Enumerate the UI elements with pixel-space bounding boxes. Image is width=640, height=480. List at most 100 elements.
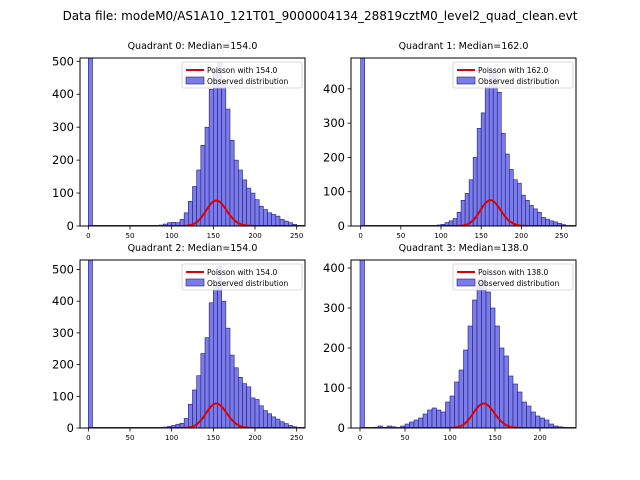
histogram-bar bbox=[504, 153, 510, 226]
histogram-bar bbox=[242, 179, 247, 226]
histogram-bar bbox=[88, 58, 93, 226]
x-tick-label: 150 bbox=[207, 232, 220, 240]
histogram-bar bbox=[233, 367, 239, 428]
histogram-bar bbox=[530, 411, 536, 428]
y-tick-label: 0 bbox=[67, 421, 74, 435]
histogram-bar bbox=[517, 391, 523, 428]
x-tick-label: 200 bbox=[248, 232, 261, 240]
histogram-bar bbox=[535, 415, 541, 428]
y-tick-label: 100 bbox=[52, 389, 74, 403]
histogram-bar bbox=[521, 401, 527, 428]
histogram-bar bbox=[503, 355, 509, 428]
histogram-bar bbox=[467, 325, 473, 428]
x-tick-label: 50 bbox=[126, 434, 135, 442]
y-tick-label: 300 bbox=[52, 326, 74, 340]
histogram-bar bbox=[233, 159, 239, 226]
axes-frame bbox=[350, 57, 577, 227]
histogram-bar bbox=[464, 193, 470, 226]
x-tick-label: 250 bbox=[290, 232, 303, 240]
histogram-bar bbox=[246, 386, 252, 428]
histogram-bar bbox=[539, 417, 545, 428]
histogram-bar bbox=[512, 383, 518, 428]
histogram-bar bbox=[229, 140, 235, 226]
x-tick-label: 0 bbox=[358, 232, 362, 240]
y-tick-label: 300 bbox=[323, 301, 345, 315]
figure-suptitle: Data file: modeM0/AS1A10_121T01_90000041… bbox=[63, 9, 578, 23]
histogram-bar bbox=[275, 418, 281, 428]
histogram-bar bbox=[275, 215, 281, 226]
y-tick-label: 100 bbox=[323, 381, 345, 395]
histogram-bar bbox=[183, 212, 189, 226]
y-tick-label: 400 bbox=[52, 87, 74, 101]
panel-title: Quadrant 2: Median=154.0 bbox=[128, 243, 258, 254]
histogram-bar bbox=[271, 416, 277, 428]
histogram-bar bbox=[458, 369, 464, 428]
histogram-bar bbox=[213, 70, 218, 226]
histogram-bar bbox=[267, 413, 272, 428]
histogram-bar bbox=[188, 403, 193, 428]
panel-0: 0 100 200 300 400 500 0 50 100 150 200 250 Quadrant … bbox=[52, 41, 306, 240]
histogram-bar bbox=[452, 218, 458, 226]
histogram-bar bbox=[526, 405, 532, 428]
poisson-fit-line bbox=[360, 402, 576, 428]
y-tick-label: 100 bbox=[323, 185, 345, 199]
x-tick-label: 200 bbox=[533, 434, 546, 442]
histogram-bar bbox=[250, 192, 256, 226]
histogram-bar bbox=[484, 86, 490, 226]
x-tick-label: 100 bbox=[165, 232, 178, 240]
histogram-bar bbox=[254, 199, 260, 226]
histogram-bar bbox=[271, 214, 277, 226]
histogram-bar bbox=[267, 212, 272, 226]
histogram-bar bbox=[263, 209, 268, 226]
x-tick-label: 50 bbox=[126, 232, 135, 240]
y-tick-label: 200 bbox=[323, 341, 345, 355]
y-tick-label: 200 bbox=[52, 153, 74, 167]
histogram-bar bbox=[418, 417, 424, 428]
histogram-bar bbox=[449, 395, 455, 428]
y-tick-label: 400 bbox=[52, 294, 74, 308]
poisson-fit-line bbox=[360, 199, 576, 226]
histogram-bar bbox=[509, 169, 514, 226]
legend-poisson-label: Poisson with 138.0 bbox=[478, 268, 548, 277]
histogram-bar bbox=[360, 58, 365, 226]
histogram-bar bbox=[183, 418, 189, 428]
x-tick-label: 50 bbox=[401, 434, 410, 442]
x-tick-label: 150 bbox=[474, 232, 487, 240]
histogram-bar bbox=[422, 413, 428, 428]
histogram-bar bbox=[544, 419, 550, 428]
histogram-bar bbox=[258, 405, 264, 428]
y-tick-label: 300 bbox=[52, 120, 74, 134]
panel-title: Quadrant 1: Median=162.0 bbox=[399, 41, 529, 52]
histogram-bar bbox=[525, 199, 530, 226]
histogram-bar bbox=[517, 182, 522, 226]
x-tick-label: 150 bbox=[488, 434, 501, 442]
histogram-bar bbox=[427, 409, 433, 428]
histogram-bar bbox=[499, 347, 505, 428]
panel-2: 0 100 200 300 400 500 0 50 100 150 200 250 Quadrant … bbox=[52, 243, 306, 442]
histogram-bar bbox=[238, 376, 243, 428]
x-tick-label: 200 bbox=[515, 232, 528, 240]
x-tick-label: 100 bbox=[165, 434, 178, 442]
histogram-bar bbox=[513, 179, 518, 226]
histogram-bar bbox=[263, 410, 268, 428]
legend-box bbox=[452, 263, 574, 291]
histogram-bar bbox=[431, 407, 437, 428]
y-tick-label: 300 bbox=[323, 116, 345, 130]
histogram-bar bbox=[454, 381, 460, 428]
histogram-bar bbox=[238, 169, 243, 226]
x-tick-label: 150 bbox=[207, 434, 220, 442]
histogram-bar bbox=[88, 260, 93, 428]
y-tick-label: 100 bbox=[52, 186, 74, 200]
legend-poisson-label: Poisson with 162.0 bbox=[478, 66, 548, 75]
histogram-bar bbox=[213, 285, 218, 428]
panel-title: Quadrant 0: Median=154.0 bbox=[128, 41, 258, 52]
histogram-bar bbox=[537, 211, 542, 226]
legend-observed-label: Observed distribution bbox=[478, 279, 559, 288]
histogram-bar bbox=[521, 194, 526, 226]
histogram-bar bbox=[541, 217, 546, 226]
histogram-bar bbox=[463, 349, 469, 428]
y-tick-label: 400 bbox=[323, 82, 345, 96]
legend-observed-label: Observed distribution bbox=[207, 77, 288, 86]
legend-observed-swatch bbox=[456, 76, 476, 85]
